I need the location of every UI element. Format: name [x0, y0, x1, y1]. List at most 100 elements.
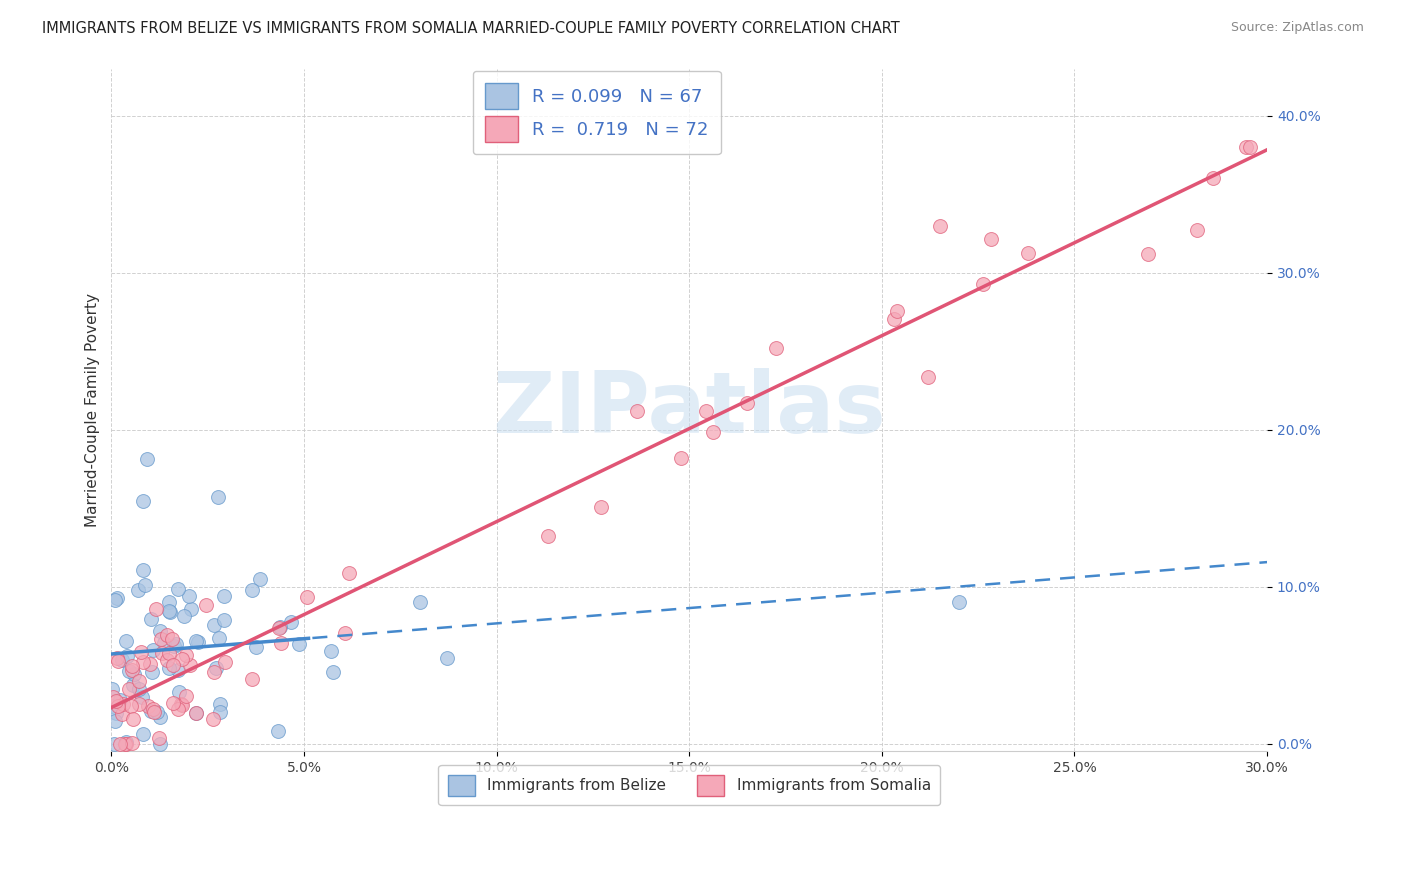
Point — [115, 737, 138, 751]
Point — [131, 690, 153, 704]
Point — [104, 706, 127, 720]
Point — [163, 639, 186, 653]
Point — [105, 591, 128, 606]
Point — [159, 606, 181, 620]
Point — [142, 702, 165, 716]
Point — [160, 632, 183, 647]
Point — [132, 493, 155, 508]
Point — [121, 736, 143, 750]
Point — [174, 648, 197, 662]
Point — [337, 566, 360, 580]
Point — [321, 643, 343, 657]
Point — [179, 590, 201, 604]
Point — [121, 712, 143, 726]
Point — [184, 633, 207, 648]
Point — [436, 651, 458, 665]
Point — [240, 673, 263, 687]
Point — [129, 645, 152, 659]
Point — [107, 654, 129, 668]
Point — [114, 735, 136, 749]
Point — [1239, 140, 1261, 154]
Point — [214, 655, 236, 669]
Point — [108, 693, 131, 707]
Point — [132, 655, 155, 669]
Point — [202, 712, 225, 726]
Point — [115, 649, 138, 664]
Point — [212, 613, 235, 627]
Point — [127, 583, 149, 598]
Point — [118, 681, 141, 696]
Legend: Immigrants from Belize, Immigrants from Somalia: Immigrants from Belize, Immigrants from … — [439, 765, 941, 805]
Point — [1137, 247, 1160, 261]
Point — [108, 737, 131, 751]
Point — [157, 647, 180, 661]
Point — [267, 621, 290, 635]
Point — [270, 636, 292, 650]
Point — [242, 582, 264, 597]
Point — [176, 689, 198, 703]
Point — [626, 404, 648, 418]
Point — [209, 705, 232, 719]
Point — [128, 673, 150, 688]
Point — [280, 615, 302, 629]
Point — [149, 710, 172, 724]
Point — [249, 573, 271, 587]
Point — [122, 678, 145, 692]
Point — [537, 529, 560, 543]
Point — [202, 665, 225, 679]
Point — [322, 665, 344, 680]
Point — [1017, 245, 1039, 260]
Point — [150, 646, 173, 660]
Point — [173, 609, 195, 624]
Point — [928, 219, 950, 233]
Point — [886, 303, 908, 318]
Point — [157, 661, 180, 675]
Point — [139, 657, 162, 672]
Point — [132, 727, 155, 741]
Point — [1187, 223, 1209, 237]
Point — [157, 595, 180, 609]
Point — [143, 705, 166, 719]
Point — [156, 653, 179, 667]
Y-axis label: Married-Couple Family Poverty: Married-Couple Family Poverty — [86, 293, 100, 527]
Point — [141, 665, 163, 679]
Point — [153, 635, 176, 649]
Point — [207, 490, 229, 504]
Point — [162, 658, 184, 673]
Point — [765, 341, 787, 355]
Point — [128, 682, 150, 697]
Point — [170, 698, 193, 712]
Point — [735, 396, 758, 410]
Point — [104, 714, 127, 728]
Point — [134, 577, 156, 591]
Point — [186, 706, 208, 721]
Point — [111, 653, 134, 667]
Point — [180, 602, 202, 616]
Text: ZIPatlas: ZIPatlas — [492, 368, 886, 451]
Point — [187, 635, 209, 649]
Point — [972, 277, 994, 292]
Point — [208, 698, 231, 712]
Point — [288, 637, 311, 651]
Point — [103, 737, 125, 751]
Point — [980, 232, 1002, 246]
Point — [267, 724, 290, 739]
Point — [121, 663, 143, 677]
Point — [166, 701, 188, 715]
Point — [1234, 140, 1257, 154]
Point — [883, 312, 905, 326]
Point — [132, 563, 155, 577]
Text: IMMIGRANTS FROM BELIZE VS IMMIGRANTS FROM SOMALIA MARRIED-COUPLE FAMILY POVERTY : IMMIGRANTS FROM BELIZE VS IMMIGRANTS FRO… — [42, 21, 900, 36]
Point — [295, 590, 318, 604]
Point — [142, 642, 165, 657]
Point — [169, 698, 191, 712]
Point — [148, 731, 170, 745]
Point — [136, 699, 159, 714]
Point — [179, 657, 201, 672]
Point — [671, 451, 693, 466]
Point — [208, 631, 231, 645]
Point — [917, 369, 939, 384]
Point — [269, 620, 291, 634]
Point — [245, 640, 267, 654]
Point — [115, 634, 138, 648]
